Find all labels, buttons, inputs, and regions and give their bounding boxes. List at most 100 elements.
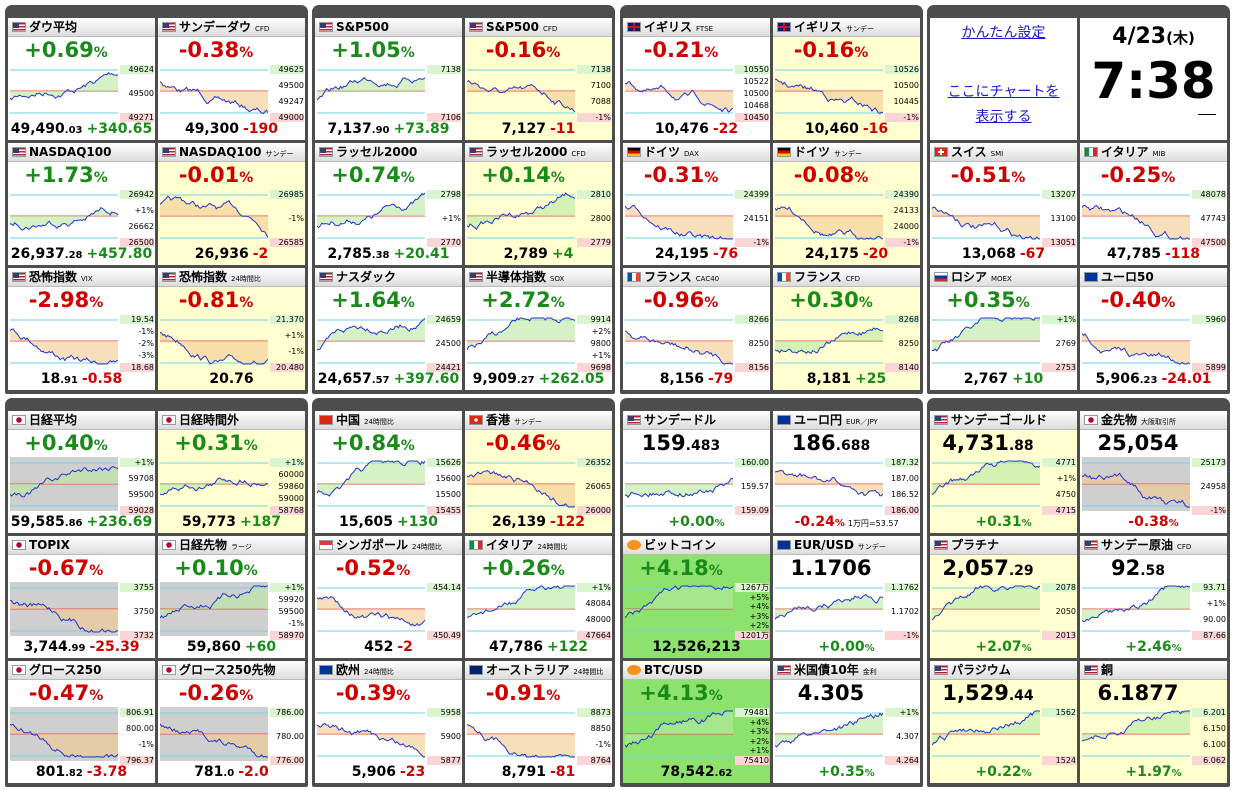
chart-link[interactable]: ここにチャートを 表示する xyxy=(930,78,1077,126)
chart-link-line: 表示する xyxy=(975,109,1032,125)
sparkline-area xyxy=(317,318,425,350)
flag xyxy=(319,665,333,675)
sparkline xyxy=(775,469,883,497)
sparkline-area xyxy=(160,478,268,495)
flag xyxy=(12,272,26,282)
scale-label: 3755 xyxy=(120,583,154,592)
scale-label: 1.1702 xyxy=(891,607,919,616)
tile-body: -0.81% 21.370 +1% -1% 20.480 20.76 xyxy=(158,287,305,390)
big-value: +0.31% xyxy=(158,431,274,455)
tile-header: オーストラリア 24時間比 xyxy=(465,661,612,680)
sparkline-chart xyxy=(467,69,575,114)
foot-value: 8,156 -79 xyxy=(623,371,770,387)
foot-main: 26,139 xyxy=(491,514,546,530)
tile-body: 186.688 187.32 187.00 186.52 186.00 -0.24% 1万円… xyxy=(773,430,920,533)
sparkline-area xyxy=(317,461,425,496)
tag: 24時間比 xyxy=(364,668,394,676)
foot-main: 13,068 xyxy=(961,246,1016,262)
scale-label: 10450 xyxy=(735,113,769,122)
big-main: 186 xyxy=(791,431,836,455)
foot-value: -0.24% 1万円=53.57 xyxy=(773,514,920,530)
sparkline-chart xyxy=(160,707,268,761)
flag xyxy=(1084,147,1098,157)
foot-main: 7,127 xyxy=(501,121,546,137)
chart-link-line: ここにチャートを xyxy=(947,84,1060,100)
sparkline-area xyxy=(625,586,733,618)
name: ダウ平均 xyxy=(29,20,78,34)
sparkline-area xyxy=(10,600,118,632)
tile-body: -0.26% 786.00 780.00 776.00 781.0 -2.0 xyxy=(158,680,305,783)
tile-header: サンデー原油 CFD xyxy=(1080,536,1227,555)
big-value: +1.64% xyxy=(315,288,431,312)
tile-name: ラッセル2000 xyxy=(336,143,417,161)
big-value: -2.98% xyxy=(8,288,124,312)
note: 1万円=53.57 xyxy=(847,519,899,528)
sparkline-chart xyxy=(775,712,883,757)
sparkline xyxy=(932,710,1040,746)
big-main: 4,731 xyxy=(942,431,1009,455)
scale-label: -1% xyxy=(595,740,611,749)
scale-label: 24399 xyxy=(735,190,769,199)
foot-value: 24,657.57 +397.60 xyxy=(315,371,462,387)
foot-main: +0.00 xyxy=(818,639,865,655)
foot-main: 2,789 xyxy=(503,246,548,262)
market-tile: ロシア MOEX +0.35% +1% 2769 2753 2,767 +10 xyxy=(930,268,1077,390)
scale-label: 186.52 xyxy=(891,490,919,499)
foot-small: % xyxy=(1171,643,1182,654)
big-value: 2,057.29 xyxy=(930,556,1046,580)
tile-name: イタリア MIB xyxy=(1101,143,1165,163)
tile-body: -0.16% 10526 10500 10445 -1% 10,460 -16 xyxy=(773,37,920,140)
scale-label: 2753 xyxy=(1042,363,1076,372)
sparkline xyxy=(467,317,575,351)
market-tile: ユーロ円 EUR／JPY 186.688 187.32 187.00 186.52 186.… xyxy=(773,411,920,533)
tile-name: 金先物 大阪取引所 xyxy=(1101,411,1176,431)
change: +60 xyxy=(244,639,277,655)
big-small: % xyxy=(1161,295,1176,311)
market-tile: イタリア MIB -0.25% 48078 47743 47500 47,785 -118 xyxy=(1080,143,1227,265)
tile-body: +0.31% +1% 60000 59860 59000 58768 59,773 +187 xyxy=(158,430,305,533)
market-tile: 金先物 大阪取引所 25,054 25173 24958 -1% -0.38% xyxy=(1080,411,1227,533)
tile-name: ナスダック xyxy=(336,268,396,286)
tile-name: イギリス サンデー xyxy=(794,18,874,38)
sparkline xyxy=(10,465,118,498)
sparkline xyxy=(932,460,1040,496)
foot-main: +0.31 xyxy=(975,514,1022,530)
scale-label: 48084 xyxy=(585,599,611,608)
tag: DAX xyxy=(684,150,699,158)
big-value: +0.26% xyxy=(465,556,581,580)
change: -67 xyxy=(1019,246,1046,262)
tile-header: グロース250 xyxy=(8,661,155,680)
big-main: -0.51 xyxy=(950,163,1012,187)
big-small: % xyxy=(243,438,258,454)
sparkline-chart xyxy=(1082,194,1190,240)
name: ドイツ xyxy=(644,145,681,159)
settings-link[interactable]: かんたん設定 xyxy=(961,25,1046,41)
foot-small: .57 xyxy=(371,375,390,386)
sparkline-chart xyxy=(932,460,1040,507)
scale-label: 5960 xyxy=(1192,315,1226,324)
foot-main: +0.22 xyxy=(975,764,1022,780)
sparkline xyxy=(160,195,268,238)
scale-label: 59920 xyxy=(278,595,304,604)
scale-label: 24958 xyxy=(1200,482,1226,491)
scale-label: 10445 xyxy=(893,97,919,106)
foot-small: % xyxy=(864,768,875,779)
foot-main: +2.46 xyxy=(1125,639,1172,655)
market-tile: パラジウム 1,529.44 1562 1524 +0.22% xyxy=(930,661,1077,783)
tile-name: イギリス FTSE xyxy=(644,18,713,38)
sparkline xyxy=(317,722,425,758)
tile-header: ユーロ50 xyxy=(1080,268,1227,287)
scale-label: -1% xyxy=(885,631,919,640)
sparkline-area xyxy=(467,318,575,350)
big-small: % xyxy=(550,170,565,186)
foot-value: 12,526,213 xyxy=(623,639,770,655)
scale-label: -1% xyxy=(138,740,154,749)
sparkline xyxy=(625,81,733,113)
flag xyxy=(12,415,26,425)
foot-small: .86 xyxy=(64,518,83,529)
flag xyxy=(934,415,948,425)
tile-header: フランス CAC40 xyxy=(623,268,770,287)
foot-main: +0.35 xyxy=(818,764,865,780)
scale-label: 49271 xyxy=(120,113,154,122)
sparkline-area xyxy=(625,81,733,112)
